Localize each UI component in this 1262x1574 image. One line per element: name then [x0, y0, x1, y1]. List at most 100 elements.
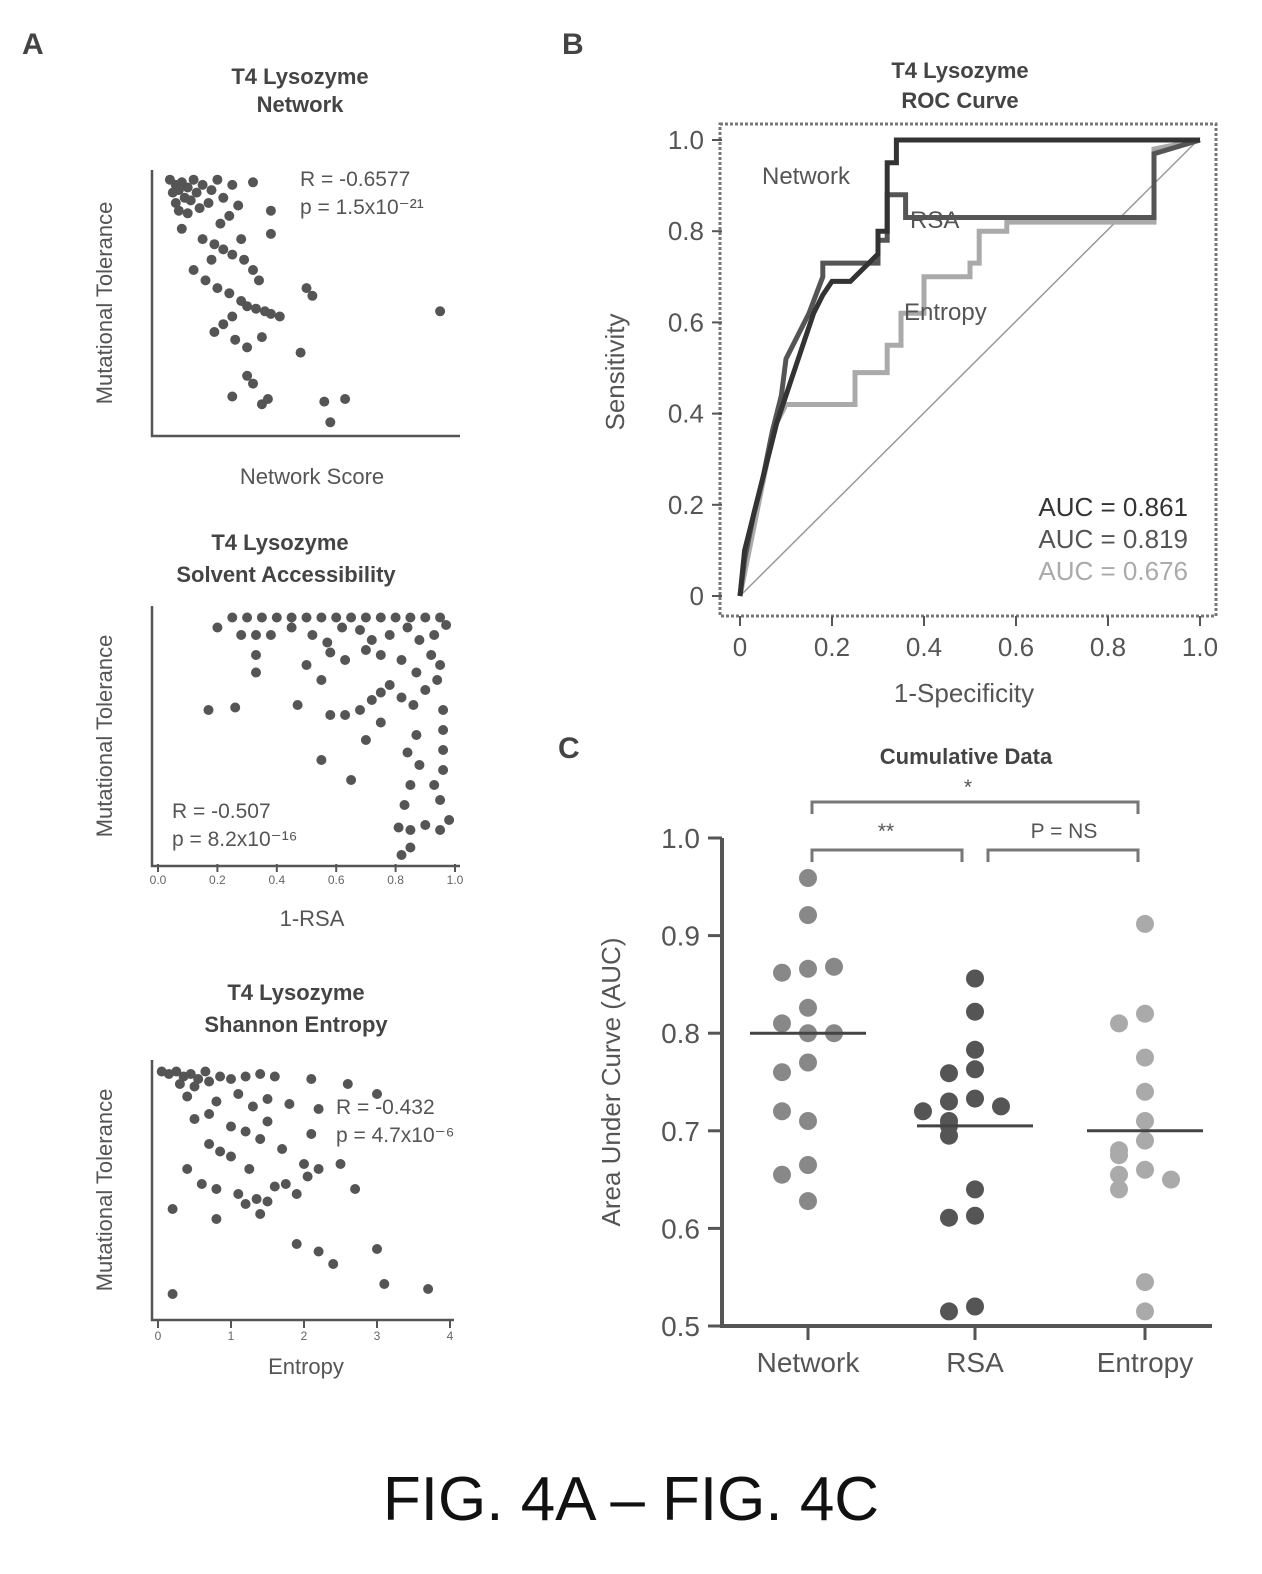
chart-c-point-entropy [1162, 1170, 1180, 1189]
chart-c-category-label: RSA [946, 1347, 1004, 1378]
sig-label-network-rsa: ** [878, 820, 894, 843]
chart-c-category-labels: Network RSA Entropy [757, 1326, 1193, 1378]
chart-a2-points [203, 612, 455, 860]
chart-a1-point [188, 174, 199, 185]
chart-a2-point [203, 705, 214, 715]
chart-b-xticks: 0 0.2 0.4 0.6 0.8 1.0 [733, 616, 1218, 662]
chart-a1-point [185, 195, 196, 206]
chart-a2-point [375, 687, 386, 698]
chart-a1-point [224, 288, 235, 299]
figure-caption: FIG. 4A – FIG. 4C [383, 1465, 879, 1534]
chart-a2-point [286, 622, 297, 633]
chart-a2-point [316, 755, 327, 765]
chart-a1-point [206, 185, 217, 196]
chart-a3: T4 Lysozyme Shannon Entropy 0 1 2 3 4 Entrop… [92, 980, 454, 1379]
chart-a2-point [360, 612, 371, 623]
chart-a1-point [194, 203, 205, 214]
chart-a3-point [372, 1089, 382, 1099]
chart-a3-point [211, 1214, 222, 1224]
chart-a3-point [372, 1244, 382, 1254]
chart-a2-title-line2: Solvent Accessibility [176, 562, 396, 587]
chart-b-auc-rsa: AUC = 0.819 [1038, 524, 1188, 554]
chart-c-title: Cumulative Data [880, 744, 1053, 769]
chart-a2-point [429, 780, 440, 790]
chart-a1-point [227, 311, 238, 322]
chart-a3-point [233, 1189, 244, 1199]
chart-a2-xlabel: 1-RSA [280, 906, 345, 931]
chart-c-point-rsa [940, 1092, 958, 1111]
chart-a1-point [170, 198, 181, 208]
chart-a2-point [212, 622, 223, 633]
chart-c-point-rsa [966, 1060, 984, 1079]
chart-b-ytick-label: 1.0 [668, 125, 704, 155]
chart-c-point-network [773, 1165, 791, 1184]
chart-a2-point [230, 702, 241, 713]
chart-a1-point [212, 283, 223, 294]
chart-a1-point [325, 417, 336, 428]
chart-a3-point [313, 1164, 324, 1174]
chart-b-ytick-label: 0.6 [668, 307, 704, 337]
sig-bracket-network-entropy [810, 800, 1140, 814]
chart-a2-point [408, 700, 419, 710]
chart-c-ylabel: Area Under Curve (AUC) [596, 938, 626, 1227]
chart-a2-xtick-label: 0.4 [268, 873, 285, 887]
chart-a1-p-value: p = 1.5x10⁻²¹ [300, 196, 424, 219]
chart-a2-point [265, 630, 276, 640]
chart-a1-point [197, 234, 208, 245]
chart-a2-point [399, 800, 410, 810]
chart-c-ytick-label: 0.8 [661, 1018, 700, 1049]
chart-a3-point [226, 1151, 236, 1162]
chart-c: Cumulative Data 0.5 0.6 0.7 0.8 0.9 1.0 Netwo… [596, 744, 1212, 1378]
chart-c-point-entropy [1136, 1131, 1154, 1150]
chart-a1-ylabel: Mutational Tolerance [92, 202, 117, 405]
chart-b: T4 Lysozyme ROC Curve 0 0.2 0.4 0.6 0.8 1.0 0… [600, 58, 1218, 708]
chart-c-yticks: 0.5 0.6 0.7 0.8 0.9 1.0 [661, 823, 722, 1342]
chart-a3-point [306, 1129, 317, 1139]
chart-a1-point [212, 174, 223, 185]
chart-a3-point [215, 1146, 226, 1157]
chart-a1-point [197, 179, 208, 190]
chart-a2-point [429, 630, 440, 640]
chart-a2-point [435, 660, 446, 670]
chart-c-point-network [773, 963, 791, 982]
chart-a3-point [262, 1116, 273, 1127]
chart-c-point-entropy [1110, 1180, 1128, 1199]
chart-a3-point [313, 1104, 324, 1114]
chart-c-point-network [799, 1192, 817, 1211]
chart-a1-axes [150, 170, 460, 438]
chart-a2-point [435, 612, 446, 623]
chart-a3-point [211, 1096, 222, 1107]
chart-a2-point [438, 745, 449, 755]
chart-c-point-rsa [940, 1064, 958, 1083]
chart-a3-title-line1: T4 Lysozyme [227, 980, 364, 1005]
chart-a2-point [375, 717, 386, 728]
chart-c-point-entropy [1110, 1146, 1128, 1165]
chart-a1-point [167, 187, 178, 198]
chart-a3-point [204, 1109, 215, 1119]
chart-c-point-rsa [966, 1206, 984, 1225]
chart-c-ytick-label: 0.7 [661, 1116, 700, 1147]
chart-a1-point [218, 244, 229, 255]
chart-a3-point [291, 1189, 302, 1199]
chart-a3-point [280, 1179, 291, 1189]
chart-c-point-rsa [966, 1002, 984, 1021]
chart-a1-point [242, 370, 253, 381]
chart-a2-point [360, 645, 371, 655]
chart-a2-point [251, 650, 261, 660]
chart-a1-point [224, 210, 235, 221]
chart-c-ytick-label: 0.9 [661, 921, 700, 952]
chart-a2-point [316, 612, 327, 623]
chart-c-point-network [773, 1102, 791, 1121]
chart-a2-point [432, 675, 443, 685]
chart-c-point-network [799, 1156, 817, 1174]
chart-a1-point [218, 192, 229, 203]
chart-c-point-entropy [1136, 1273, 1154, 1292]
chart-c-point-entropy [1110, 1014, 1128, 1033]
chart-b-xtick-label: 0.4 [906, 632, 942, 662]
chart-a2-xticks: 0.0 0.2 0.4 0.6 0.8 1.0 [150, 864, 464, 887]
chart-a1-point [188, 265, 199, 275]
chart-a2-point [405, 825, 416, 835]
chart-a3-point [204, 1139, 215, 1149]
chart-a1-points [164, 174, 446, 428]
